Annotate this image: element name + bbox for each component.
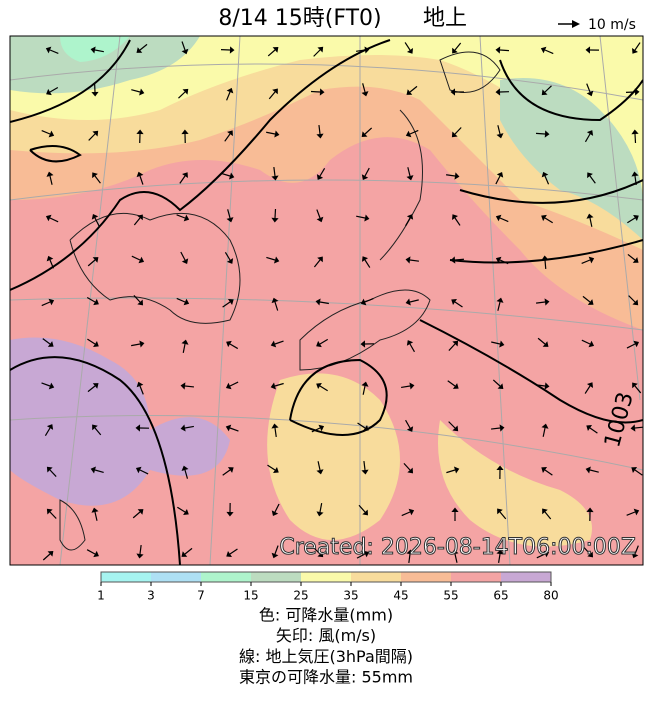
colorbar-segment — [451, 572, 501, 582]
colorbar-segment — [351, 572, 401, 582]
colorbar-tick-label: 65 — [493, 589, 508, 603]
colorbar-segment — [501, 572, 551, 582]
colorbar-segment — [401, 572, 451, 582]
colorbar-segment — [151, 572, 201, 582]
colorbar-tick-label: 7 — [197, 589, 205, 603]
colorbar-tick-label: 55 — [443, 589, 458, 603]
colorbar: 1 3 7 15 25 35 45 55 65 80 — [97, 572, 558, 603]
wind-scale-label: 10 m/s — [588, 17, 636, 33]
colorbar-tick-label: 3 — [147, 589, 155, 603]
title: 8/14 15時(FT0) — [218, 6, 381, 31]
colorbar-segment — [201, 572, 251, 582]
legend-line: 色: 可降水量(mm) — [259, 606, 393, 625]
wind-arrow — [455, 259, 464, 260]
colorbar-tick-label: 25 — [293, 589, 308, 603]
colorbar-segment — [251, 572, 301, 582]
colorbar-tick-label: 35 — [343, 589, 358, 603]
legend-line: 東京の可降水量: 55mm — [239, 668, 413, 687]
level: 地上 — [423, 6, 467, 31]
colorbar-segment — [301, 572, 351, 582]
colorbar-tick-label: 1 — [97, 589, 105, 603]
watermark: Created: 2026-08-14T06:00:00Z — [279, 535, 636, 560]
wind-arrow — [500, 50, 509, 51]
wind-scale: 10 m/s — [558, 17, 636, 33]
wind-arrow — [635, 134, 636, 143]
colorbar-segment — [101, 572, 151, 582]
wind-arrow — [545, 260, 546, 269]
map: 1003 Created: 2026-08-14T06:00:00Z — [10, 36, 644, 565]
colorbar-tick-label: 45 — [393, 589, 408, 603]
legend-line: 矢印: 風(m/s) — [276, 626, 376, 645]
wind-arrow — [536, 133, 545, 134]
colorbar-tick-label: 80 — [543, 589, 558, 603]
legend: 色: 可降水量(mm)矢印: 風(m/s) 線: 地上気圧(3hPa間隔) 東京の可… — [239, 606, 413, 687]
colorbar-tick-label: 15 — [243, 589, 258, 603]
legend-line: 線: 地上気圧(3hPa間隔) — [239, 647, 413, 666]
